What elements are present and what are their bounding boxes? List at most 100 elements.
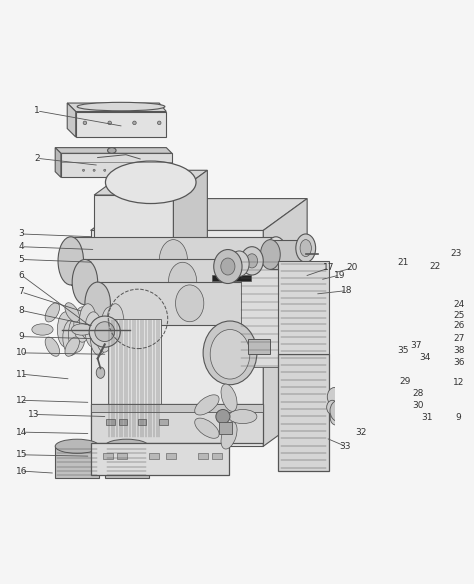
Bar	[166, 453, 176, 459]
Ellipse shape	[96, 317, 113, 352]
Text: 9: 9	[18, 332, 24, 341]
Text: 32: 32	[355, 427, 366, 437]
Text: 12: 12	[16, 396, 27, 405]
Polygon shape	[98, 282, 282, 325]
Ellipse shape	[32, 324, 53, 335]
Bar	[198, 453, 208, 459]
Ellipse shape	[77, 102, 165, 111]
Ellipse shape	[195, 395, 219, 415]
Ellipse shape	[327, 388, 341, 406]
Polygon shape	[61, 153, 172, 178]
Bar	[159, 419, 168, 425]
Bar	[241, 261, 280, 367]
Polygon shape	[91, 231, 263, 446]
Polygon shape	[263, 199, 307, 446]
Bar	[91, 443, 228, 475]
Ellipse shape	[105, 161, 196, 204]
Ellipse shape	[58, 237, 83, 285]
Text: 5: 5	[18, 255, 24, 264]
Text: 16: 16	[16, 467, 27, 475]
Ellipse shape	[85, 312, 102, 347]
Ellipse shape	[133, 121, 136, 124]
Polygon shape	[67, 103, 166, 112]
Text: 12: 12	[453, 378, 465, 387]
Ellipse shape	[82, 169, 84, 171]
Ellipse shape	[157, 169, 159, 171]
Text: 3: 3	[18, 230, 24, 238]
Ellipse shape	[203, 321, 257, 385]
Ellipse shape	[175, 285, 204, 322]
Polygon shape	[55, 446, 99, 478]
Ellipse shape	[95, 322, 115, 342]
Text: 24: 24	[453, 300, 464, 310]
Text: 23: 23	[451, 249, 462, 258]
Text: 28: 28	[412, 389, 423, 398]
Text: 34: 34	[419, 353, 430, 362]
Polygon shape	[173, 171, 207, 312]
Text: 26: 26	[453, 321, 465, 331]
Text: 2: 2	[34, 154, 40, 163]
Polygon shape	[55, 148, 172, 153]
Ellipse shape	[228, 409, 257, 423]
Ellipse shape	[269, 282, 294, 325]
Text: 18: 18	[341, 286, 353, 295]
Ellipse shape	[300, 239, 311, 256]
Text: 27: 27	[453, 334, 465, 343]
Text: 37: 37	[410, 341, 422, 350]
Ellipse shape	[104, 169, 106, 171]
Ellipse shape	[221, 384, 237, 411]
Text: 9: 9	[456, 413, 462, 422]
Text: 7: 7	[18, 287, 24, 297]
Bar	[108, 319, 161, 438]
Ellipse shape	[260, 239, 280, 269]
Ellipse shape	[79, 304, 96, 339]
Text: 33: 33	[339, 442, 351, 451]
Ellipse shape	[45, 303, 60, 322]
Ellipse shape	[108, 121, 111, 124]
Text: 22: 22	[429, 262, 440, 271]
Ellipse shape	[146, 169, 148, 171]
Bar	[149, 453, 158, 459]
Bar	[119, 419, 128, 425]
Ellipse shape	[72, 324, 93, 335]
Bar	[278, 261, 329, 354]
Ellipse shape	[65, 303, 80, 322]
Ellipse shape	[327, 400, 338, 415]
Ellipse shape	[57, 312, 74, 347]
Text: 13: 13	[28, 410, 40, 419]
Bar	[219, 422, 232, 434]
Ellipse shape	[68, 317, 85, 352]
Text: 35: 35	[398, 346, 409, 355]
Text: 29: 29	[399, 377, 410, 385]
Polygon shape	[94, 195, 173, 312]
Ellipse shape	[101, 307, 118, 342]
Polygon shape	[67, 103, 76, 137]
Text: 21: 21	[398, 258, 409, 267]
Text: 17: 17	[323, 263, 335, 273]
Text: 19: 19	[334, 270, 346, 280]
Bar	[102, 453, 112, 459]
Bar	[138, 419, 146, 425]
Text: 20: 20	[347, 263, 358, 273]
Ellipse shape	[107, 304, 124, 339]
Bar	[212, 453, 222, 459]
Polygon shape	[105, 446, 149, 478]
Text: 8: 8	[18, 306, 24, 315]
Polygon shape	[85, 259, 280, 305]
Ellipse shape	[210, 329, 250, 379]
Text: 14: 14	[16, 427, 27, 437]
Bar	[91, 404, 263, 443]
Polygon shape	[55, 148, 61, 178]
Text: 10: 10	[16, 349, 27, 357]
Ellipse shape	[125, 169, 127, 171]
Ellipse shape	[96, 367, 105, 378]
Ellipse shape	[159, 239, 188, 282]
Polygon shape	[76, 112, 166, 137]
Ellipse shape	[93, 169, 95, 171]
Polygon shape	[71, 237, 276, 285]
Ellipse shape	[108, 148, 116, 153]
Ellipse shape	[296, 234, 316, 262]
Text: 11: 11	[16, 370, 27, 378]
Bar	[117, 453, 127, 459]
Ellipse shape	[157, 121, 161, 124]
